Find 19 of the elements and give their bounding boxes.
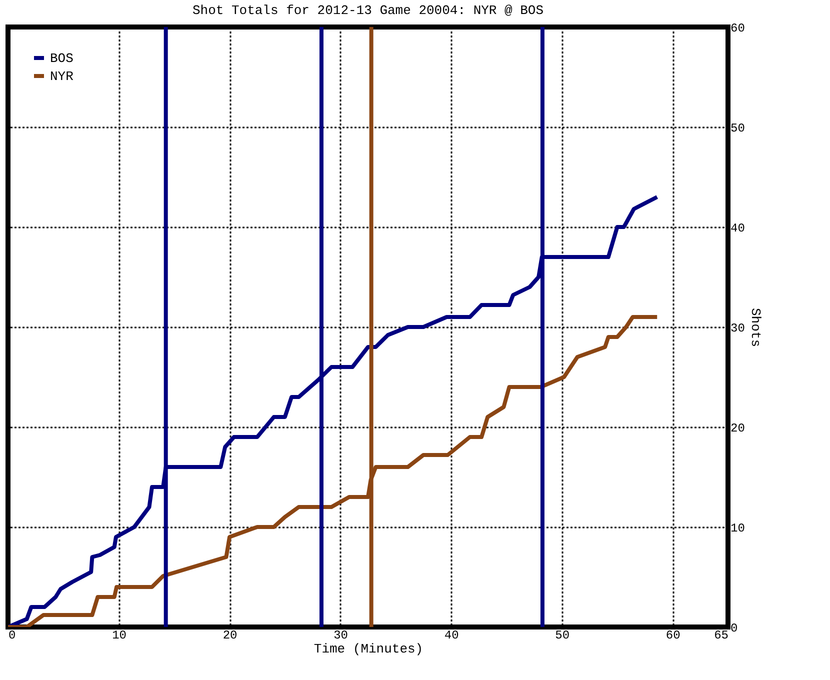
y-tick-label: 50 (730, 122, 745, 136)
x-tick-label: 40 (444, 628, 459, 642)
legend-label: BOS (50, 51, 74, 66)
legend-label: NYR (50, 69, 74, 84)
x-tick-label: 0 (8, 628, 16, 642)
chart-title: Shot Totals for 2012-13 Game 20004: NYR @ BOS (192, 3, 544, 18)
y-tick-label: 30 (730, 322, 745, 336)
x-tick-label: 10 (112, 628, 126, 642)
x-tick-label: 60 (666, 628, 680, 642)
x-tick-label: 20 (222, 628, 238, 642)
x-tick-label: 30 (334, 628, 348, 642)
y-tick-label: 10 (730, 522, 745, 536)
x-axis-title: Time (Minutes) (314, 642, 424, 656)
y-tick-label: 20 (730, 422, 745, 436)
x-tick-label: 50 (555, 628, 570, 642)
y-axis-title: Shots (748, 308, 763, 348)
y-tick-label: 40 (730, 222, 745, 236)
x-tick-label: 65 (714, 628, 728, 642)
y-tick-label: 60 (730, 22, 745, 36)
